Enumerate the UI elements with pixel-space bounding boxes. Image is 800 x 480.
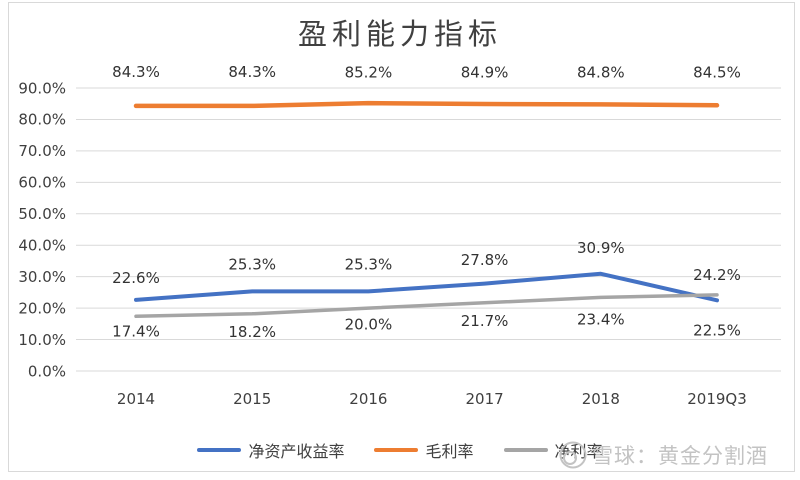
y-tick-label: 30.0%: [18, 268, 66, 286]
series-line-1: [134, 271, 719, 303]
legend-label: 净利率: [554, 442, 603, 461]
legend: 净资产收益率 毛利率 净利率: [0, 438, 800, 462]
data-label: 84.8%: [577, 64, 625, 82]
data-label: 22.5%: [693, 322, 741, 340]
data-label: 23.4%: [577, 311, 625, 329]
data-label: 84.9%: [461, 63, 509, 81]
data-label: 85.2%: [345, 63, 393, 81]
y-tick-label: 50.0%: [18, 205, 66, 223]
data-label: 24.2%: [693, 266, 741, 284]
x-axis-label: 2016: [349, 390, 387, 408]
x-axis-label: 2019Q3: [687, 390, 747, 408]
legend-label: 净资产收益率: [248, 442, 345, 461]
x-axis-label: 2017: [466, 390, 504, 408]
series-line-3: [134, 293, 719, 319]
series-line-2: [133, 100, 720, 109]
y-tick-label: 40.0%: [18, 236, 66, 254]
y-tick-label: 90.0%: [18, 79, 66, 97]
data-label: 18.2%: [228, 323, 276, 341]
data-label: 25.3%: [228, 256, 276, 274]
data-label: 22.6%: [112, 269, 160, 287]
y-tick-label: 10.0%: [18, 331, 66, 349]
legend-swatch: [503, 448, 548, 452]
data-label: 84.5%: [693, 64, 741, 82]
chart-title: 盈利能力指标: [297, 17, 502, 51]
watermark-text: 雪球：黄金分割酒: [592, 444, 768, 468]
legend-item-3: 净利率: [503, 438, 603, 462]
y-tick-label: 80.0%: [18, 111, 66, 129]
watermark: 雪球：黄金分割酒: [558, 440, 788, 470]
xueqiu-logo-icon: [559, 441, 587, 469]
data-label: 20.0%: [345, 315, 393, 333]
data-label: 84.3%: [112, 63, 160, 81]
x-axis-label: 2015: [233, 390, 271, 408]
legend-swatch: [197, 448, 242, 452]
y-tick-label: 60.0%: [18, 174, 66, 192]
x-axis-label: 2018: [582, 390, 620, 408]
chart-frame: [8, 2, 795, 472]
data-label: 27.8%: [461, 251, 509, 269]
y-tick-label: 20.0%: [18, 299, 66, 317]
data-label: 25.3%: [345, 256, 393, 274]
y-tick-label: 70.0%: [18, 142, 66, 160]
data-label: 21.7%: [461, 312, 509, 330]
legend-item-2: 毛利率: [374, 438, 474, 462]
legend-item-1: 净资产收益率: [197, 438, 344, 462]
legend-swatch: [374, 448, 419, 452]
y-tick-label: 0.0%: [28, 362, 66, 380]
legend-label: 毛利率: [425, 442, 474, 461]
data-label: 84.3%: [228, 63, 276, 81]
x-axis-label: 2014: [117, 390, 155, 408]
data-label: 30.9%: [577, 239, 625, 257]
data-label: 17.4%: [112, 323, 160, 341]
